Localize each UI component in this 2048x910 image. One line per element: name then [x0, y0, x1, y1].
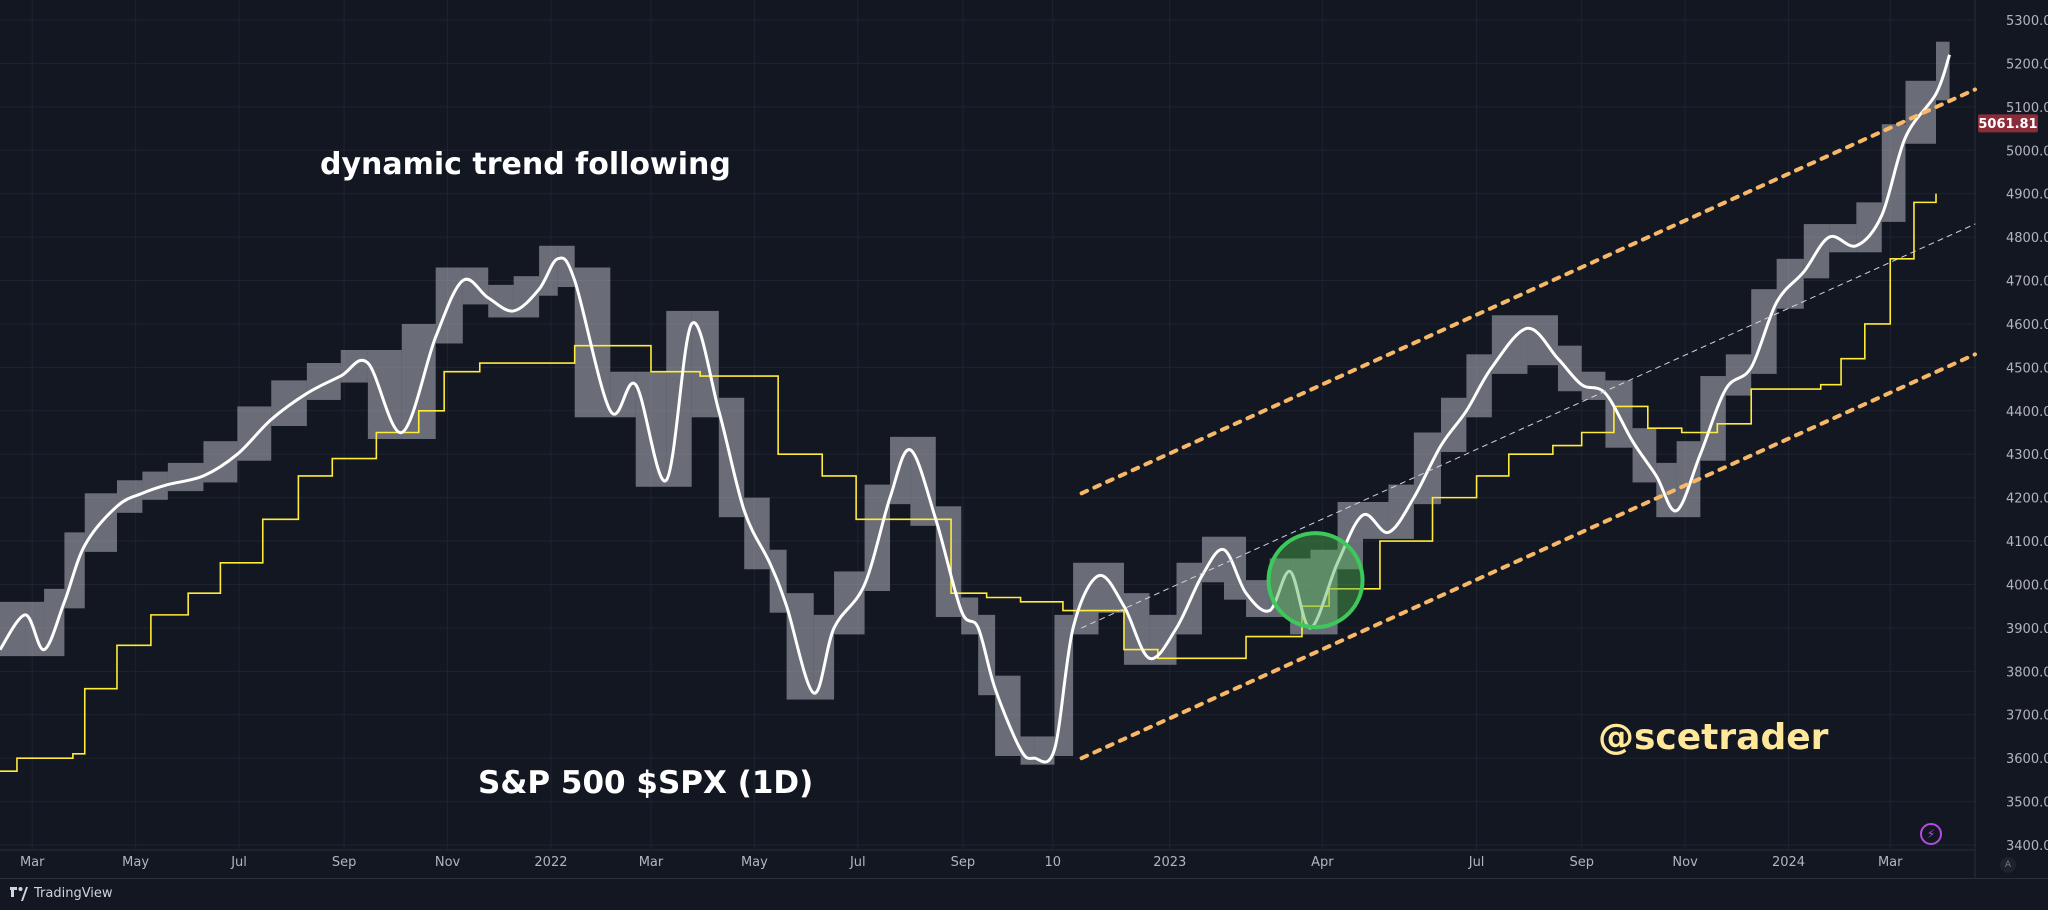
y-tick-label: 4400.00 [2006, 405, 2048, 420]
trend-band-step [834, 571, 865, 635]
bottom-toolbar: TradingView [0, 878, 2048, 910]
y-tick-label: 4300.00 [2006, 448, 2048, 463]
x-tick-label: Apr [1311, 855, 1334, 870]
trend-band-step [1246, 580, 1270, 618]
x-tick-label: Jul [230, 855, 247, 870]
trend-band-step [306, 363, 341, 400]
x-tick-label: May [122, 855, 149, 870]
chart-title: dynamic trend following [320, 147, 731, 182]
trend-band-step [961, 597, 979, 635]
price-line [0, 54, 1951, 764]
last-price-label: 5061.81 [1978, 117, 2037, 132]
y-tick-label: 4700.00 [2006, 275, 2048, 290]
y-tick-label: 4200.00 [2006, 492, 2048, 507]
trend-band-step [237, 406, 272, 461]
auto-scale-button[interactable]: A [2000, 857, 2016, 873]
y-tick-label: 3600.00 [2006, 752, 2048, 767]
y-tick-label: 3800.00 [2006, 665, 2048, 680]
y-tick-label: 3400.00 [2006, 839, 2048, 854]
y-tick-label: 4100.00 [2006, 535, 2048, 550]
highlight-circle [1266, 531, 1365, 630]
chart-subtitle: S&P 500 $SPX (1D) [478, 765, 813, 801]
channel-line-upper [1079, 87, 1977, 496]
trend-band-step [691, 310, 719, 418]
last-price-badge [1978, 114, 2038, 133]
y-tick-label: 4000.00 [2006, 578, 2048, 593]
y-tick-label: 3500.00 [2006, 796, 2048, 811]
x-tick-label: Jul [1468, 855, 1485, 870]
tradingview-logo-icon [10, 886, 28, 901]
chart-area[interactable]: 5300.00 5200.00 5100.00 5000.00 4900.00 4800.… [0, 0, 2048, 878]
x-tick-label: Sep [951, 855, 976, 870]
trend-band-step [116, 480, 143, 513]
y-tick-label: 4900.00 [2006, 188, 2048, 203]
x-tick-label: 2023 [1153, 855, 1186, 870]
x-tick-label: 10 [1044, 855, 1061, 870]
trend-band-step [203, 441, 238, 483]
trend-band-step [44, 588, 65, 657]
brand-label: TradingView [34, 886, 113, 901]
trend-band-step [1098, 562, 1124, 613]
x-tick-label: Mar [20, 855, 45, 870]
y-tick-label: 3700.00 [2006, 709, 2048, 724]
trend-band-step [557, 245, 575, 288]
trend-band-step [744, 497, 770, 570]
trend-band-step [1676, 441, 1701, 518]
trend-band-step [1073, 562, 1099, 635]
x-tick-label: Nov [435, 855, 461, 870]
brand[interactable]: TradingView [10, 886, 113, 901]
price-chart[interactable]: 5300.00 5200.00 5100.00 5000.00 4900.00 4800.… [0, 0, 2048, 878]
trend-band-step [1632, 428, 1657, 483]
x-tick-label: Nov [1672, 855, 1698, 870]
x-tick-label: 2022 [534, 855, 567, 870]
x-tick-label: Jul [849, 855, 866, 870]
y-tick-label: 5200.00 [2006, 57, 2048, 72]
trend-band-step [1149, 614, 1177, 665]
y-tick-label: 5300.00 [2006, 14, 2048, 29]
y-tick-label: 3900.00 [2006, 622, 2048, 637]
channel-line-lower [1079, 352, 1977, 761]
trend-band-step [1440, 397, 1467, 453]
watermark-handle: @scetrader [1598, 717, 1829, 758]
x-tick-label: 2024 [1772, 855, 1805, 870]
trend-band-step [1829, 224, 1857, 253]
trend-band-step [1725, 354, 1752, 396]
trend-band-step [890, 436, 911, 505]
trend-band-step [1557, 345, 1582, 392]
trend-band-step [271, 380, 307, 426]
y-tick-label: 5000.00 [2006, 144, 2048, 159]
y-tick-label: 4600.00 [2006, 318, 2048, 333]
trend-band-step [367, 350, 402, 440]
y-tick-label: 5100.00 [2006, 101, 2048, 116]
trend-band-step [813, 614, 835, 700]
x-tick-label: Sep [1569, 855, 1594, 870]
trend-line [0, 193, 1937, 772]
y-tick-label: 4800.00 [2006, 231, 2048, 246]
x-tick-label: Mar [1878, 855, 1903, 870]
x-tick-label: Mar [639, 855, 664, 870]
x-tick-label: May [741, 855, 768, 870]
channel-line-middle [1081, 223, 1976, 629]
trend-band-step [1656, 462, 1677, 518]
y-tick-label: 4500.00 [2006, 361, 2048, 376]
trend-band-step [1581, 371, 1606, 400]
lightning-icon[interactable]: ⚡ [1920, 823, 1942, 845]
trend-band-step [610, 371, 636, 418]
x-tick-label: Sep [332, 855, 357, 870]
trend-band-step [635, 371, 667, 487]
trend-band-step [340, 350, 368, 383]
